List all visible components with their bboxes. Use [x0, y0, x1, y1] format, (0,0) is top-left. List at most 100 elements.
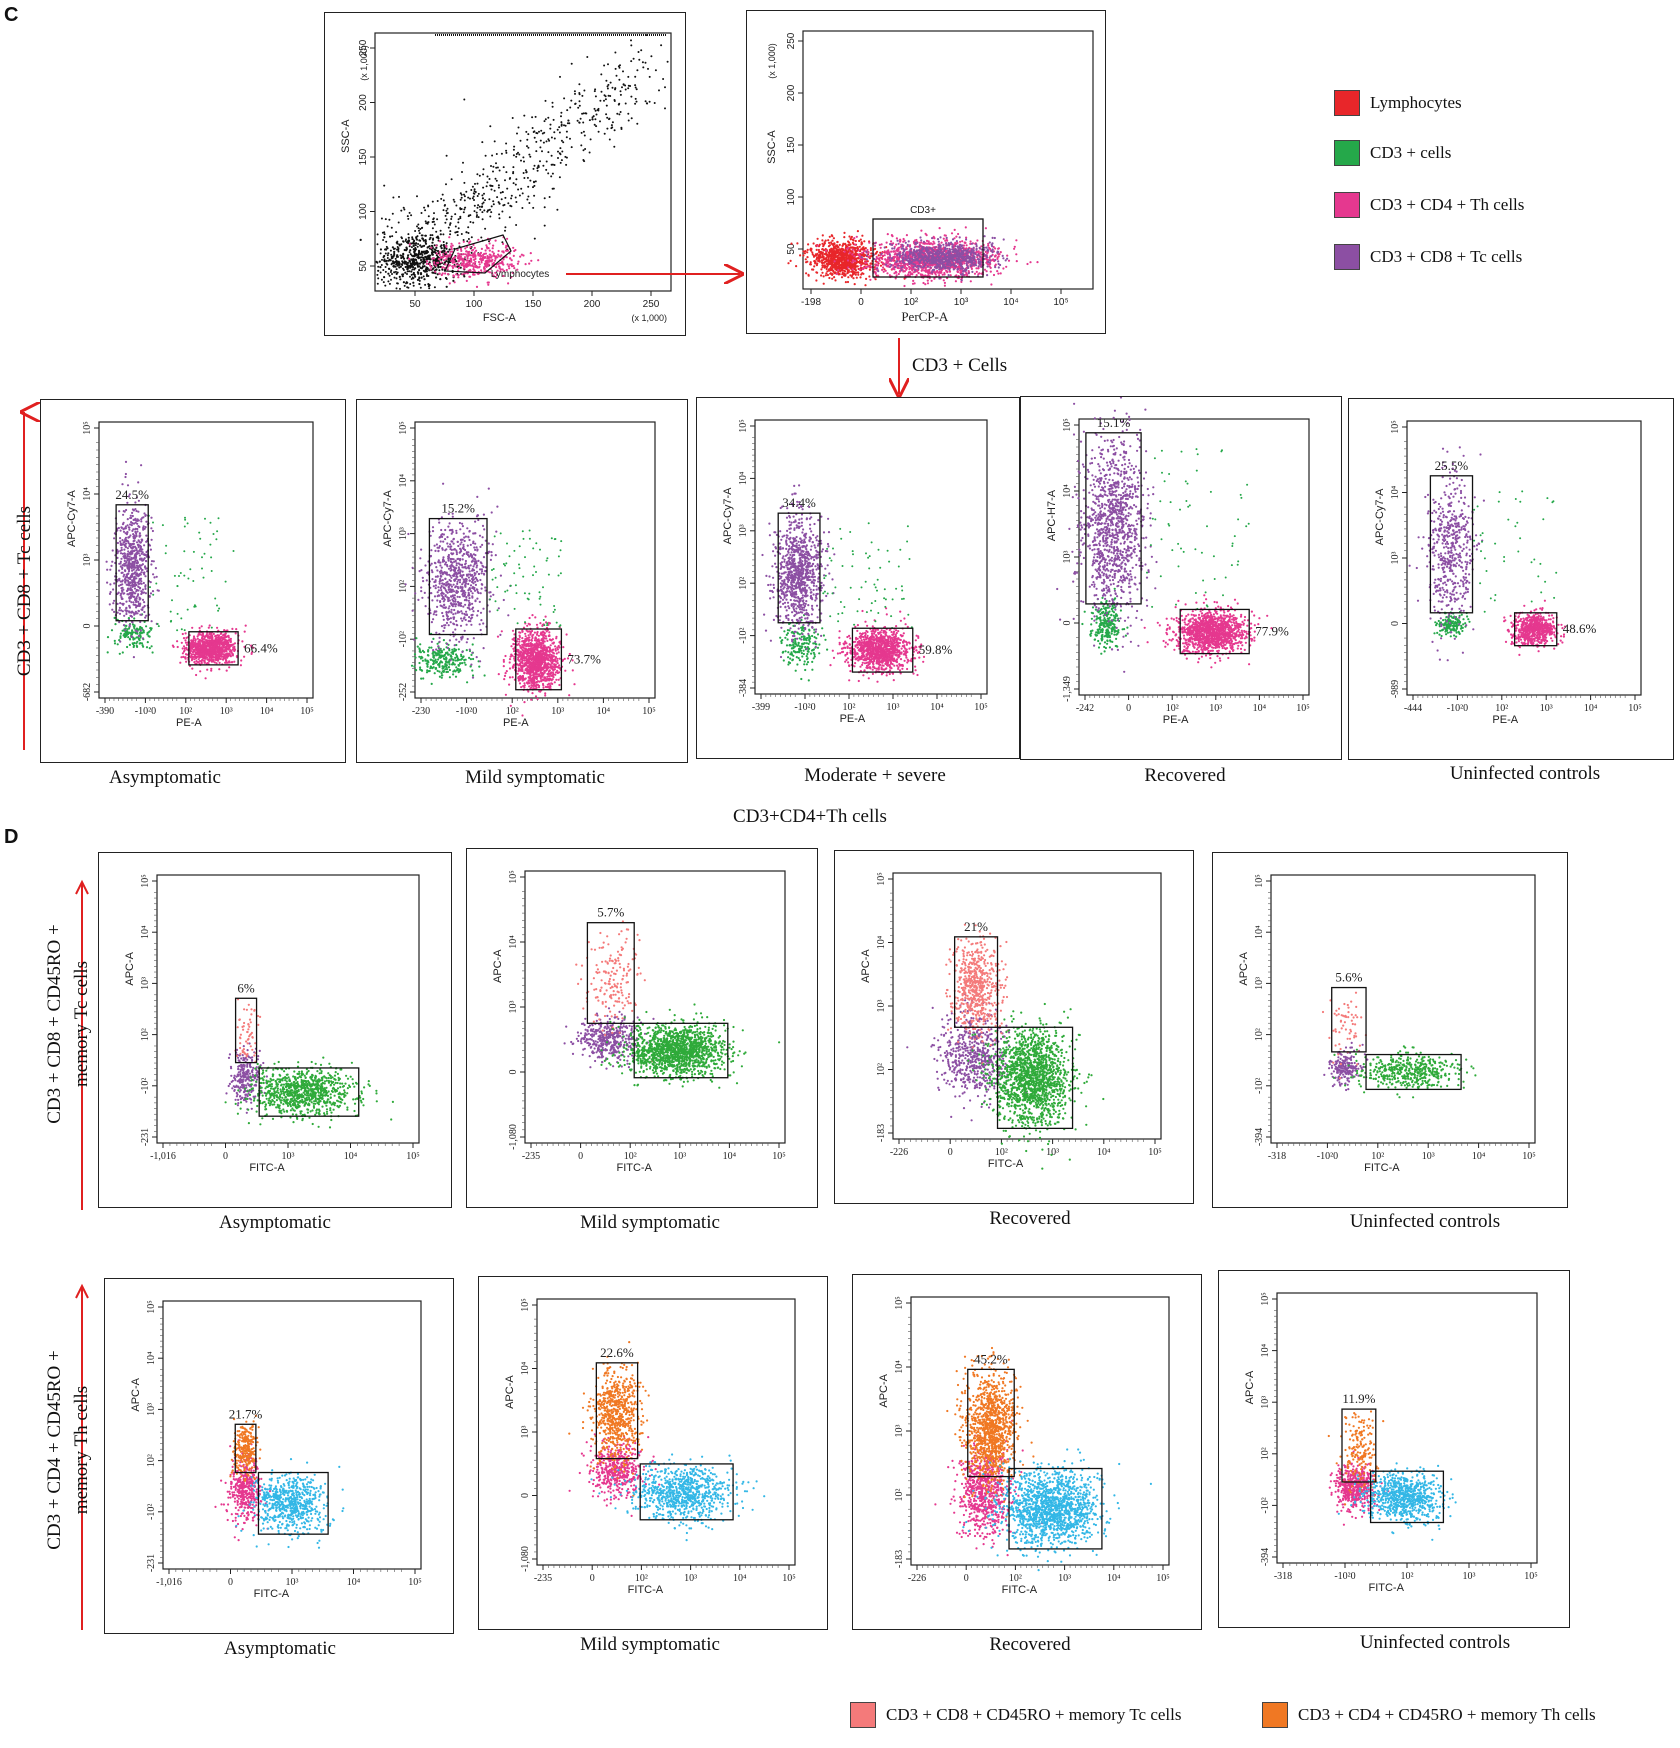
row-c-axis-label: CD3 + CD8 + Tc cells — [14, 476, 36, 706]
y-tick-label: 10⁴ — [140, 925, 151, 939]
x-tick-label: 10⁴ — [733, 1573, 747, 1584]
y-tick-label: 10² — [398, 580, 409, 593]
x-tick-label: 10² — [1009, 1573, 1022, 1584]
y-tick-label: 100 — [786, 188, 797, 205]
x-axis-label: PerCP-A — [901, 309, 949, 324]
lower-population-events — [590, 1451, 766, 1542]
x-tick-label: 10⁵ — [1628, 703, 1642, 714]
x-tick-label: 10³ — [673, 1151, 686, 1162]
x-tick-label: 10⁴ — [1253, 703, 1267, 714]
y-tick-label: 10⁴ — [1062, 484, 1073, 498]
chart-svg: -318 -10²0 10² 10³ 10⁴ 10⁵ -394 -10² 10² 10³ 10⁴ 10… — [1238, 874, 1536, 1174]
x-tick-label: 10³ — [1463, 1571, 1476, 1582]
x-tick-label: 10⁴ — [597, 706, 611, 717]
y-axis-label: APC-A — [878, 1373, 890, 1407]
mid-population-events — [214, 1439, 272, 1542]
x-scale-note: (x 1,000) — [631, 313, 667, 323]
x-tick-label: 10³ — [954, 297, 969, 308]
x-axis-label: FITC-A — [616, 1162, 652, 1174]
x-tick-label: 10⁴ — [1097, 1147, 1111, 1158]
row-d2-panel-recovered: -226 0 10² 10³ 10⁴ 10⁵ -183 10² 10³ 10⁴ 10⁵ FITC-A A… — [852, 1274, 1202, 1630]
y-tick-label: 50 — [358, 260, 369, 272]
cd3-tc-events — [860, 235, 1009, 282]
sparse-events — [819, 522, 913, 629]
x-tick-label: 10⁴ — [347, 1577, 361, 1588]
upper-gate-percent: 21.7% — [229, 1406, 263, 1421]
y-tick-label: 0 — [1062, 621, 1073, 626]
upper-gate-percent: 5.7% — [597, 905, 624, 920]
y-tick-label: 10⁵ — [140, 874, 151, 888]
x-tick-label: 10³ — [684, 1573, 697, 1584]
row-d2-panel-asymptomatic: -1,016 0 10³ 10⁴ 10⁵ -231 -10² 10² 10³ 10⁴ 10⁵ FITC… — [104, 1278, 454, 1634]
lower-gate-percent: 73.7% — [567, 651, 601, 666]
y-tick-label: 250 — [358, 39, 369, 56]
x-tick-label: 10⁴ — [723, 1151, 737, 1162]
y-tick-label: -384 — [738, 679, 749, 697]
lower-gate — [515, 628, 563, 691]
lymphocyte-gate — [444, 234, 512, 274]
lower-gate — [639, 1463, 734, 1521]
x-tick-label: 10³ — [282, 1151, 295, 1162]
x-tick-label: -10²0 — [135, 706, 156, 717]
legend-swatch — [1334, 192, 1360, 218]
chart-svg: -1,016 0 10³ 10⁴ 10⁵ -231 -10² 10² 10³ 10⁴ 10⁵ FITC… — [130, 1300, 422, 1600]
row-axis-arrows — [0, 380, 60, 750]
cd3-gate — [872, 218, 984, 278]
x-tick-label: 10² — [995, 1147, 1008, 1158]
axes — [152, 874, 420, 1148]
axes — [1074, 418, 1310, 700]
row-d2-panel-mild: -235 0 10² 10³ 10⁴ 10⁵ -1,080 0 10³ 10⁴ 10⁵ FITC-A A… — [478, 1276, 828, 1630]
lower-gate — [257, 1471, 329, 1535]
y-tick-label: 10³ — [82, 554, 93, 567]
legend-item: CD3 + cells — [1334, 140, 1451, 166]
y-tick-label: 10⁵ — [146, 1300, 157, 1314]
legend-swatch — [850, 1702, 876, 1728]
x-tick-label: 10⁵ — [406, 1151, 420, 1162]
upper-gate-percent: 25.5% — [1435, 458, 1469, 473]
y-tick-label: 10⁵ — [1390, 420, 1401, 434]
y-tick-label: 10³ — [1062, 551, 1073, 564]
y-tick-label: -1,080 — [520, 1546, 531, 1572]
legend-label: CD3 + CD4 + CD45RO + memory Th cells — [1298, 1705, 1596, 1725]
y-tick-label: 10² — [146, 1454, 157, 1467]
x-tick-label: -230 — [412, 706, 430, 717]
y-tick-label: -10² — [398, 631, 409, 647]
upper-gate — [1085, 432, 1142, 605]
upper-gate-percent: 5.6% — [1335, 970, 1362, 985]
lower-population-events — [829, 607, 926, 683]
x-tick-label: 200 — [584, 299, 601, 310]
y-tick-label: 10³ — [894, 1425, 905, 1438]
y-tick-label: 150 — [358, 148, 369, 165]
x-axis-label: FITC-A — [1002, 1584, 1038, 1596]
legend-swatch — [1334, 140, 1360, 166]
y-tick-label: -682 — [82, 683, 93, 701]
y-tick-label: 10⁴ — [520, 1361, 531, 1375]
upper-gate — [595, 1362, 639, 1460]
x-tick-label: 10² — [1166, 703, 1179, 714]
mid-population-events — [1081, 587, 1129, 655]
row-d2-title-mild: Mild symptomatic — [520, 1634, 780, 1656]
y-tick-label: 10⁵ — [1254, 874, 1265, 888]
row-d1-title-recovered: Recovered — [900, 1208, 1160, 1230]
y-axis-label: APC-A — [860, 949, 872, 983]
row-d2-panel-uninfected: -318 -10²0 10² 10³ 10⁵ -394 -10² 10² 10³ 10⁴ 10⁵ FI… — [1218, 1270, 1570, 1628]
x-axis-label: PE-A — [1163, 714, 1189, 726]
axes — [158, 1300, 422, 1574]
axes — [802, 30, 1094, 290]
x-tick-label: 10⁴ — [1584, 703, 1598, 714]
chart-svg: -235 0 10² 10³ 10⁴ 10⁵ -1,080 0 10³ 10⁴ 10⁵ FITC-A A… — [504, 1298, 796, 1596]
y-tick-label: 200 — [786, 84, 797, 101]
x-tick-label: -10²0 — [794, 702, 815, 713]
upper-gate — [953, 936, 999, 1028]
y-scale-note: (x 1,000) — [767, 43, 777, 79]
axes — [532, 1298, 796, 1570]
x-tick-label: -10²0 — [1334, 1571, 1355, 1582]
x-tick-label: 10⁵ — [642, 706, 656, 717]
row-d2-title-uninfected: Uninfected controls — [1290, 1632, 1580, 1654]
y-tick-label: -989 — [1390, 680, 1401, 698]
row-c-title-uninfected: Uninfected controls — [1380, 763, 1670, 785]
lower-population-events — [1337, 1462, 1457, 1541]
y-tick-label: -1,349 — [1062, 676, 1073, 702]
y-tick-label: 10² — [894, 1489, 905, 1502]
x-tick-label: -235 — [534, 1573, 552, 1584]
